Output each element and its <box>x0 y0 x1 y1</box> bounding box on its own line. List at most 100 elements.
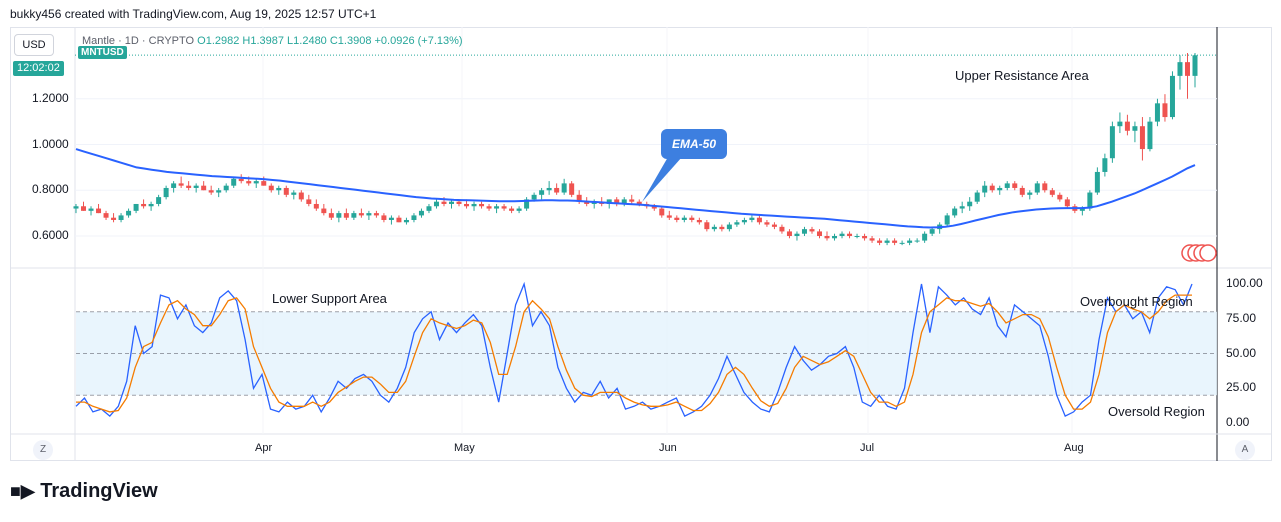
candle-body <box>261 181 267 186</box>
candle-body <box>899 242 905 244</box>
symbol-prefix: Mantle · 1D · CRYPTO <box>82 35 195 47</box>
candle-body <box>1102 158 1108 172</box>
candle-body <box>974 192 980 202</box>
candle-body <box>524 199 530 209</box>
candle-body <box>786 231 792 236</box>
candle-body <box>388 217 394 220</box>
candle-body <box>1019 187 1025 195</box>
candle-body <box>1169 75 1175 118</box>
candle-body <box>456 201 462 204</box>
candle-body <box>832 236 838 239</box>
candle-body <box>629 199 635 202</box>
price-tick-label: 0.8000 <box>32 182 69 197</box>
candle-body <box>929 229 935 234</box>
candle-body <box>291 192 297 195</box>
symbol-ohlc: O1.2982 H1.3987 L1.2480 C1.3908 +0.0926 … <box>197 35 463 47</box>
overbought-label: Overbought Region <box>1080 294 1193 309</box>
candle-body <box>1162 103 1168 118</box>
price-tick-label: 0.6000 <box>32 228 69 242</box>
time-tick-label: Jun <box>659 442 677 454</box>
timezone-corner-button[interactable]: Z <box>33 440 53 460</box>
candle-body <box>922 233 928 241</box>
candle-body <box>494 206 500 209</box>
candle-body <box>141 203 147 207</box>
time-tick-label: May <box>454 442 475 454</box>
candle-body <box>816 231 822 236</box>
candle-body <box>441 201 447 204</box>
candle-body <box>779 226 785 232</box>
candle-body <box>614 199 620 204</box>
candle-body <box>892 240 898 243</box>
ema-callout: EMA-50 <box>661 129 727 159</box>
candle-body <box>1192 55 1198 76</box>
candle-body <box>554 187 560 193</box>
candle-body <box>1004 183 1010 188</box>
candle-body <box>636 201 642 204</box>
candle-body <box>877 240 883 243</box>
upper-resistance-label: Upper Resistance Area <box>955 68 1089 83</box>
candle-body <box>854 236 860 237</box>
stoch-tick-label: 75.00 <box>1226 310 1257 325</box>
time-tick-label: Aug <box>1064 442 1084 454</box>
candle-body <box>1139 126 1145 150</box>
candle-body <box>433 201 439 207</box>
candle-body <box>801 229 807 234</box>
candle-body <box>479 203 485 207</box>
candle-body <box>839 233 845 236</box>
flag-icon <box>1199 244 1217 262</box>
candle-body <box>156 197 162 204</box>
candle-body <box>351 213 357 218</box>
time-tick-label: Jul <box>860 442 875 454</box>
candle-body <box>231 178 237 186</box>
candle-body <box>178 183 184 186</box>
auto-scale-button[interactable]: A <box>1235 440 1255 460</box>
ema-callout-pointer <box>642 157 682 202</box>
candle-body <box>561 183 567 193</box>
candle-body <box>696 219 702 223</box>
candle-body <box>539 190 545 195</box>
candle-body <box>343 213 349 218</box>
candle-body <box>764 222 770 225</box>
candle-body <box>944 215 950 225</box>
candle-body <box>216 190 222 193</box>
candle-body <box>1079 208 1085 211</box>
candle-body <box>1057 194 1063 200</box>
candle-body <box>403 219 409 223</box>
candle-body <box>396 217 402 223</box>
price-tick-label: 1.2000 <box>32 90 69 105</box>
candle-body <box>824 236 830 239</box>
candle-body <box>1184 62 1190 76</box>
candle-body <box>1042 183 1048 191</box>
candle-body <box>81 206 87 211</box>
candle-body <box>531 194 537 200</box>
candle-body <box>869 238 875 241</box>
candle-body <box>186 185 192 188</box>
candle-body <box>238 178 244 182</box>
candle-body <box>1064 199 1070 207</box>
candle-body <box>306 199 312 204</box>
candle-body <box>283 187 289 195</box>
candle-body <box>516 208 522 211</box>
candle-body <box>847 233 853 236</box>
candle-body <box>959 206 965 209</box>
logo-text: TradingView <box>40 480 158 502</box>
candle-body <box>741 219 747 223</box>
countdown-badge: 12:02:02 <box>13 61 64 76</box>
price-tick-label: 1.0000 <box>32 136 69 151</box>
candle-body <box>1109 126 1115 159</box>
candle-body <box>584 201 590 204</box>
candle-body <box>756 217 762 223</box>
candle-body <box>73 206 79 209</box>
candle-body <box>358 213 364 216</box>
candle-body <box>704 222 710 230</box>
candle-body <box>1117 121 1123 127</box>
stoch-tick-label: 100.00 <box>1226 276 1263 290</box>
candle-body <box>989 185 995 191</box>
symbol-info: Mantle · 1D · CRYPTO O1.2982 H1.3987 L1.… <box>82 35 463 47</box>
candle-body <box>952 208 958 216</box>
candle-body <box>148 203 154 207</box>
currency-button[interactable]: USD <box>14 34 54 56</box>
candle-body <box>719 226 725 230</box>
stoch-k-line <box>75 281 1193 418</box>
